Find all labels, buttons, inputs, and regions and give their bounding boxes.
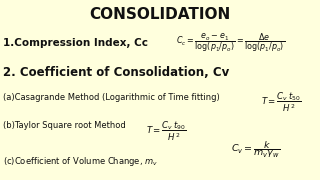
Text: 2. Coefficient of Consolidation, Cv: 2. Coefficient of Consolidation, Cv	[3, 66, 229, 78]
Text: (b)Taylor Square root Method: (b)Taylor Square root Method	[3, 122, 126, 130]
Text: (a)Casagrande Method (Logarithmic of Time fitting): (a)Casagrande Method (Logarithmic of Tim…	[3, 93, 220, 102]
Text: (c)Coefficient of Volume Change, $m_v$: (c)Coefficient of Volume Change, $m_v$	[3, 156, 158, 168]
Text: CONSOLIDATION: CONSOLIDATION	[89, 7, 231, 22]
Text: $T = \dfrac{C_v\, t_{50}}{H^2}$: $T = \dfrac{C_v\, t_{50}}{H^2}$	[261, 91, 302, 114]
Text: 1.Compression Index, Cc: 1.Compression Index, Cc	[3, 38, 148, 48]
Text: $T = \dfrac{C_v\, t_{90}}{H^2}$: $T = \dfrac{C_v\, t_{90}}{H^2}$	[146, 120, 187, 143]
Text: $C_c = \dfrac{e_o - e_1}{\log(p_1/p_o)} = \dfrac{\Delta e}{\log(p_1/p_o)}$: $C_c = \dfrac{e_o - e_1}{\log(p_1/p_o)} …	[176, 32, 285, 55]
Text: $C_v = \dfrac{k}{m_v \gamma_w}$: $C_v = \dfrac{k}{m_v \gamma_w}$	[231, 139, 281, 160]
